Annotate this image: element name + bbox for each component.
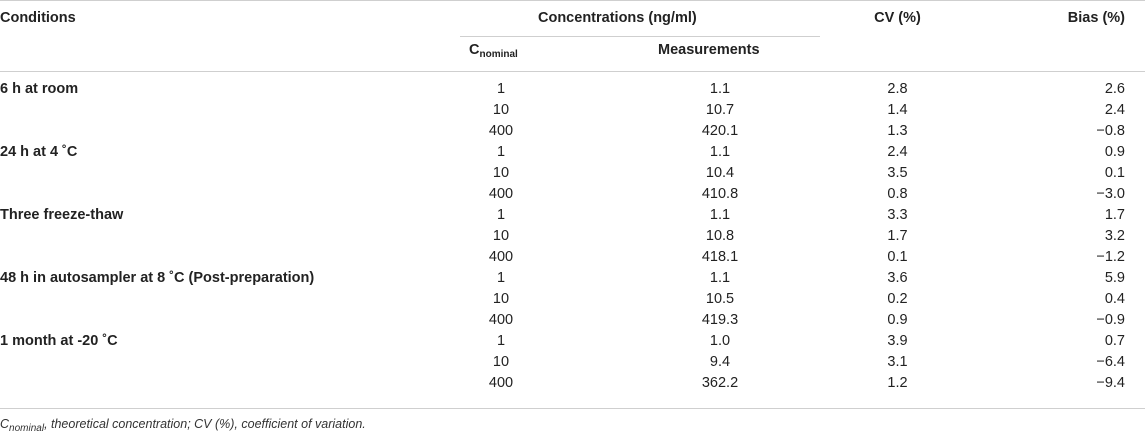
row-measurement: 10.4 [705, 165, 735, 181]
table-row: 6 h at room 1 1.1 2.8 2.6 [0, 79, 1145, 100]
row-bias: 0.9 [1104, 144, 1125, 160]
row-cv: 1.3 [887, 123, 908, 139]
table-bottom-rule [0, 408, 1145, 409]
row-measurement: 1.1 [709, 270, 731, 286]
row-bias: 0.7 [1104, 333, 1125, 349]
header-bias: Bias (%) [1067, 10, 1125, 26]
header-c-main: C [469, 42, 480, 58]
row-measurement: 1.0 [709, 333, 731, 349]
header-measurements: Measurements [658, 42, 760, 58]
row-bias: −0.9 [1096, 312, 1125, 328]
row-nominal: 1 [496, 144, 506, 160]
table-row: 400 410.8 0.8 −3.0 [0, 184, 1145, 205]
row-bias: 2.4 [1104, 102, 1125, 118]
table-row: 400 420.1 1.3 −0.8 [0, 121, 1145, 142]
row-condition: 6 h at room [0, 81, 79, 97]
row-bias: 0.4 [1104, 291, 1125, 307]
table-row: 10 10.8 1.7 3.2 [0, 226, 1145, 247]
row-measurement: 10.8 [705, 228, 735, 244]
footnote-c-main: C [0, 417, 10, 431]
row-bias: 5.9 [1104, 270, 1125, 286]
row-cv: 1.2 [887, 375, 908, 391]
row-cv: 0.8 [887, 186, 908, 202]
row-bias: 2.6 [1104, 81, 1125, 97]
row-nominal: 400 [488, 186, 514, 202]
row-bias: −6.4 [1096, 354, 1125, 370]
row-nominal: 400 [488, 249, 514, 265]
row-nominal: 400 [488, 375, 514, 391]
table-top-rule [0, 0, 1145, 1]
table-footnote: Cnominal, theoretical concentration; CV … [0, 417, 366, 434]
table-row: 400 362.2 1.2 −9.4 [0, 373, 1145, 394]
row-measurement: 1.1 [709, 81, 731, 97]
row-nominal: 10 [492, 354, 510, 370]
row-measurement: 1.1 [709, 207, 731, 223]
row-condition: 1 month at -20 ˚C [0, 333, 118, 349]
row-nominal: 400 [488, 312, 514, 328]
footnote-text: , theoretical concentration; CV (%), coe… [44, 417, 366, 431]
row-cv: 1.7 [887, 228, 908, 244]
row-bias: −0.8 [1096, 123, 1125, 139]
row-measurement: 9.4 [709, 354, 731, 370]
row-nominal: 10 [492, 165, 510, 181]
row-cv: 3.5 [887, 165, 908, 181]
table-row: 10 10.5 0.2 0.4 [0, 289, 1145, 310]
row-bias: 0.1 [1104, 165, 1125, 181]
table-subheader-row: Cnominal Measurements [0, 40, 1145, 61]
row-cv: 0.2 [887, 291, 908, 307]
table-row: 10 10.4 3.5 0.1 [0, 163, 1145, 184]
row-cv: 3.1 [887, 354, 908, 370]
row-measurement: 418.1 [701, 249, 739, 265]
row-nominal: 1 [496, 333, 506, 349]
row-measurement: 419.3 [701, 312, 739, 328]
header-c-sub: nominal [479, 49, 518, 60]
row-nominal: 10 [492, 102, 510, 118]
row-cv: 0.9 [887, 312, 908, 328]
row-measurement: 10.7 [705, 102, 735, 118]
table-row: Three freeze-thaw 1 1.1 3.3 1.7 [0, 205, 1145, 226]
row-nominal: 1 [496, 81, 506, 97]
header-c-nominal: Cnominal [469, 40, 518, 65]
row-nominal: 400 [488, 123, 514, 139]
row-measurement: 410.8 [701, 186, 739, 202]
table-row: 1 month at -20 ˚C 1 1.0 3.9 0.7 [0, 331, 1145, 352]
concentrations-rule [460, 36, 820, 37]
table-row: 10 9.4 3.1 −6.4 [0, 352, 1145, 373]
row-bias: −9.4 [1096, 375, 1125, 391]
row-cv: 2.4 [887, 144, 908, 160]
row-bias: 3.2 [1104, 228, 1125, 244]
row-bias: 1.7 [1104, 207, 1125, 223]
header-bottom-rule [0, 71, 1145, 72]
row-cv: 3.9 [887, 333, 908, 349]
row-condition: 48 h in autosampler at 8 ˚C (Post-prepar… [0, 270, 315, 286]
row-cv: 1.4 [887, 102, 908, 118]
footnote-c-sub: nominal [9, 423, 45, 434]
header-cv: CV (%) [874, 10, 921, 26]
row-condition: 24 h at 4 ˚C [0, 144, 78, 160]
row-cv: 2.8 [887, 81, 908, 97]
row-nominal: 1 [496, 207, 506, 223]
row-cv: 0.1 [887, 249, 908, 265]
row-measurement: 10.5 [705, 291, 735, 307]
row-measurement: 1.1 [709, 144, 731, 160]
row-measurement: 420.1 [701, 123, 739, 139]
row-nominal: 1 [496, 270, 506, 286]
row-nominal: 10 [492, 228, 510, 244]
table-row: 400 418.1 0.1 −1.2 [0, 247, 1145, 268]
row-measurement: 362.2 [701, 375, 739, 391]
row-condition: Three freeze-thaw [0, 207, 124, 223]
table-row: 400 419.3 0.9 −0.9 [0, 310, 1145, 331]
row-cv: 3.6 [887, 270, 908, 286]
table-row: 10 10.7 1.4 2.4 [0, 100, 1145, 121]
table-row: 24 h at 4 ˚C 1 1.1 2.4 0.9 [0, 142, 1145, 163]
row-nominal: 10 [492, 291, 510, 307]
row-cv: 3.3 [887, 207, 908, 223]
table-header-row: Conditions Concentrations (ng/ml) CV (%)… [0, 8, 1145, 29]
table-row: 48 h in autosampler at 8 ˚C (Post-prepar… [0, 268, 1145, 289]
header-conditions: Conditions [0, 10, 76, 26]
header-concentrations: Concentrations (ng/ml) [538, 10, 697, 26]
row-bias: −3.0 [1096, 186, 1125, 202]
row-bias: −1.2 [1096, 249, 1125, 265]
